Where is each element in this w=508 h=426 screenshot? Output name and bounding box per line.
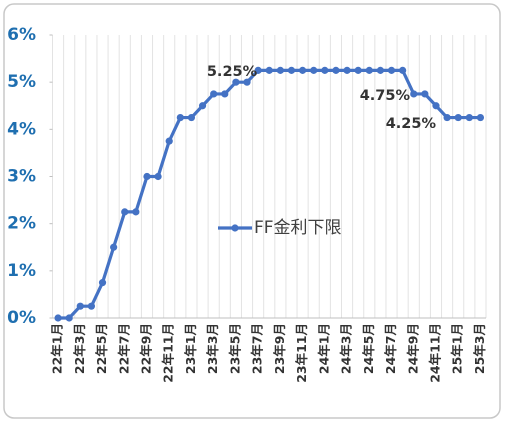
x-tick-label: 24年11月 [427, 323, 442, 383]
x-tick-label: 23年3月 [205, 323, 220, 374]
data-point [376, 66, 385, 74]
data-point [321, 66, 329, 74]
y-tick-label: 4% [7, 119, 36, 139]
data-point [399, 66, 407, 74]
annotation: 4.25% [386, 116, 437, 132]
data-point [476, 113, 485, 122]
data-point [298, 66, 307, 74]
data-point [465, 113, 473, 122]
data-point [198, 102, 207, 110]
y-tick-label: 6% [7, 25, 36, 45]
y-tick-label: 3% [7, 167, 36, 187]
data-point [232, 78, 240, 86]
x-tick-label: 24年3月 [339, 323, 354, 374]
data-point [121, 208, 129, 216]
data-point [332, 66, 340, 74]
data-point [54, 314, 62, 322]
annotation: 4.75% [360, 88, 411, 104]
x-tick-label: 23年11月 [294, 323, 309, 383]
data-point [110, 243, 118, 251]
data-point [365, 66, 373, 74]
y-tick-label: 1% [7, 261, 36, 281]
y-tick-label: 5% [7, 72, 36, 92]
data-point [287, 66, 296, 74]
data-point [98, 279, 107, 287]
data-point [421, 90, 429, 98]
x-tick-label: 22年7月 [116, 323, 131, 374]
data-point [87, 302, 96, 310]
x-tick-label: 24年7月 [383, 323, 398, 374]
x-tick-label: 22年9月 [138, 323, 153, 374]
data-point [143, 172, 151, 181]
data-point [443, 113, 451, 122]
x-tick-label: 24年5月 [361, 323, 376, 374]
data-point [76, 302, 84, 310]
x-tick-label: 24年1月 [316, 323, 331, 374]
legend-marker [231, 224, 239, 232]
data-point [187, 113, 196, 122]
x-tick-label: 25年1月 [450, 323, 465, 374]
data-point [310, 66, 318, 74]
y-tick-label: 2% [7, 214, 36, 234]
x-tick-label: 23年1月 [183, 323, 198, 374]
data-point [132, 208, 140, 216]
data-point [265, 66, 273, 74]
x-tick-label: 22年1月 [50, 323, 65, 374]
x-tick-label: 24年9月 [405, 323, 420, 374]
data-point [254, 66, 262, 74]
data-point [210, 90, 218, 98]
data-point [276, 66, 284, 74]
chart-frame [3, 3, 501, 419]
data-point [221, 90, 229, 98]
data-point [176, 113, 184, 122]
data-point [165, 137, 173, 145]
x-tick-label: 22年5月 [94, 323, 109, 374]
data-point [432, 102, 440, 110]
data-point [410, 90, 418, 98]
x-tick-label: 23年7月 [250, 323, 265, 374]
x-tick-label: 23年5月 [227, 323, 242, 374]
x-tick-label: 25年3月 [472, 323, 487, 374]
annotation: 5.25% [207, 64, 258, 80]
data-point [343, 66, 351, 74]
y-tick-label: 0% [7, 308, 36, 328]
x-tick-label: 23年9月 [272, 323, 287, 374]
data-point [454, 113, 462, 122]
data-point [65, 314, 73, 322]
data-point [387, 66, 396, 74]
x-tick-label: 22年3月 [72, 323, 87, 374]
data-point [354, 66, 362, 74]
data-point [154, 172, 162, 181]
legend-label: FF金利下限 [254, 218, 342, 238]
x-tick-label: 22年11月 [161, 323, 176, 383]
data-point [243, 78, 251, 86]
